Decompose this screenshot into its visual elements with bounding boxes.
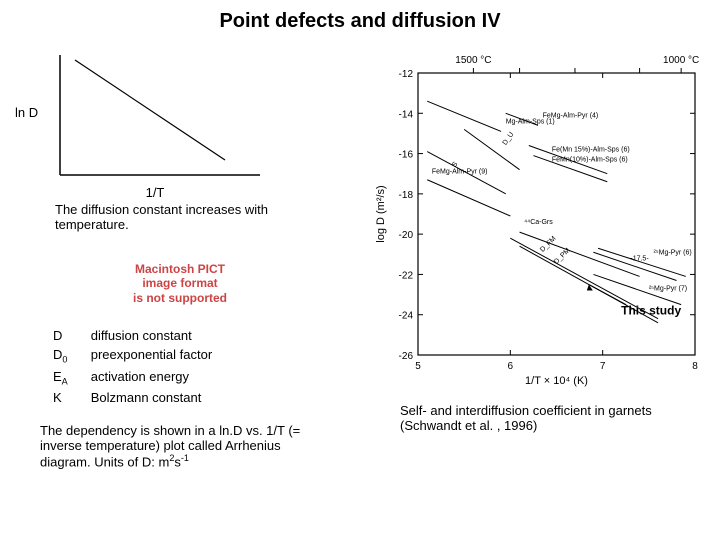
- svg-text:1000 °C: 1000 °C: [663, 55, 699, 66]
- def-description: diffusion constant: [90, 327, 232, 344]
- def-description: Bolzmann constant: [90, 389, 232, 406]
- svg-text:-24: -24: [399, 311, 414, 322]
- svg-text:1500 °C: 1500 °C: [455, 55, 491, 66]
- svg-text:D_FM: D_FM: [539, 235, 558, 254]
- garnet-diffusion-plot: 5 6 7 8 -26 -24 -22 -20 -18 -16 -14 -12 1500 °C 1000 …: [370, 45, 705, 390]
- right-column: 5 6 7 8 -26 -24 -22 -20 -18 -16 -14 -12 1500 °C 1000 …: [370, 45, 710, 433]
- caption-increases: The diffusion constant increases with te…: [55, 202, 315, 232]
- simple-arrhenius-sketch: [55, 50, 265, 180]
- svg-text:-12: -12: [399, 69, 414, 80]
- svg-text:7: 7: [600, 361, 606, 372]
- svg-text:-18: -18: [399, 190, 414, 201]
- svg-text:This study: This study: [621, 304, 681, 318]
- def-description: preexponential factor: [90, 346, 232, 366]
- lnD-axis-label: ln D: [15, 105, 38, 120]
- left-column: ln D 1/T The diffusion constant increase…: [10, 45, 350, 470]
- svg-text:6: 6: [508, 361, 514, 372]
- svg-text:Fe(Mn 15%)-Alm-Sps (6): Fe(Mn 15%)-Alm-Sps (6): [552, 147, 630, 154]
- svg-text:-14: -14: [399, 109, 414, 120]
- svg-text:D_PM: D_PM: [553, 247, 572, 266]
- svg-text:²⁵Mg-Pyr (7): ²⁵Mg-Pyr (7): [649, 286, 687, 293]
- svg-text:FeMn(10%)-Alm-Sps (6): FeMn(10%)-Alm-Sps (6): [552, 157, 628, 164]
- svg-text:-22: -22: [399, 270, 414, 281]
- svg-text:5: 5: [415, 361, 421, 372]
- oneT-axis-label: 1/T: [55, 185, 255, 200]
- svg-text:D_U: D_U: [502, 131, 516, 146]
- symbol-definitions: Ddiffusion constantD0preexponential fact…: [50, 325, 234, 408]
- def-symbol: K: [52, 389, 88, 406]
- svg-text:1/T × 10⁴ (K): 1/T × 10⁴ (K): [525, 375, 588, 387]
- svg-text:-16: -16: [399, 150, 414, 161]
- def-description: activation energy: [90, 368, 232, 388]
- svg-text:FeMg-Alm-Pyr (9): FeMg-Alm-Pyr (9): [432, 169, 488, 176]
- page-title: Point defects and diffusion IV: [10, 10, 710, 33]
- svg-text:⁴⁴Ca-Grs: ⁴⁴Ca-Grs: [524, 219, 553, 226]
- def-symbol: D: [52, 327, 88, 344]
- pict-placeholder: Macintosh PICTimage formatis not support…: [90, 262, 270, 305]
- caption-arrhenius: The dependency is shown in a ln.D vs. 1/…: [40, 423, 320, 469]
- svg-text:-20: -20: [399, 230, 414, 241]
- svg-text:Mg-Alm-Sps (1): Mg-Alm-Sps (1): [506, 118, 555, 125]
- svg-text:S: S: [451, 161, 460, 169]
- svg-text:-26: -26: [399, 351, 414, 362]
- svg-text:²⁵Mg-Pyr (6): ²⁵Mg-Pyr (6): [653, 249, 691, 256]
- svg-text:FeMg-Alm-Pyr (4): FeMg-Alm-Pyr (4): [543, 112, 599, 119]
- svg-text:log D (m²/s): log D (m²/s): [375, 185, 387, 242]
- right-caption: Self- and interdiffusion coefficient in …: [400, 403, 700, 433]
- def-symbol: EA: [52, 368, 88, 388]
- def-symbol: D0: [52, 346, 88, 366]
- svg-text:8: 8: [692, 361, 698, 372]
